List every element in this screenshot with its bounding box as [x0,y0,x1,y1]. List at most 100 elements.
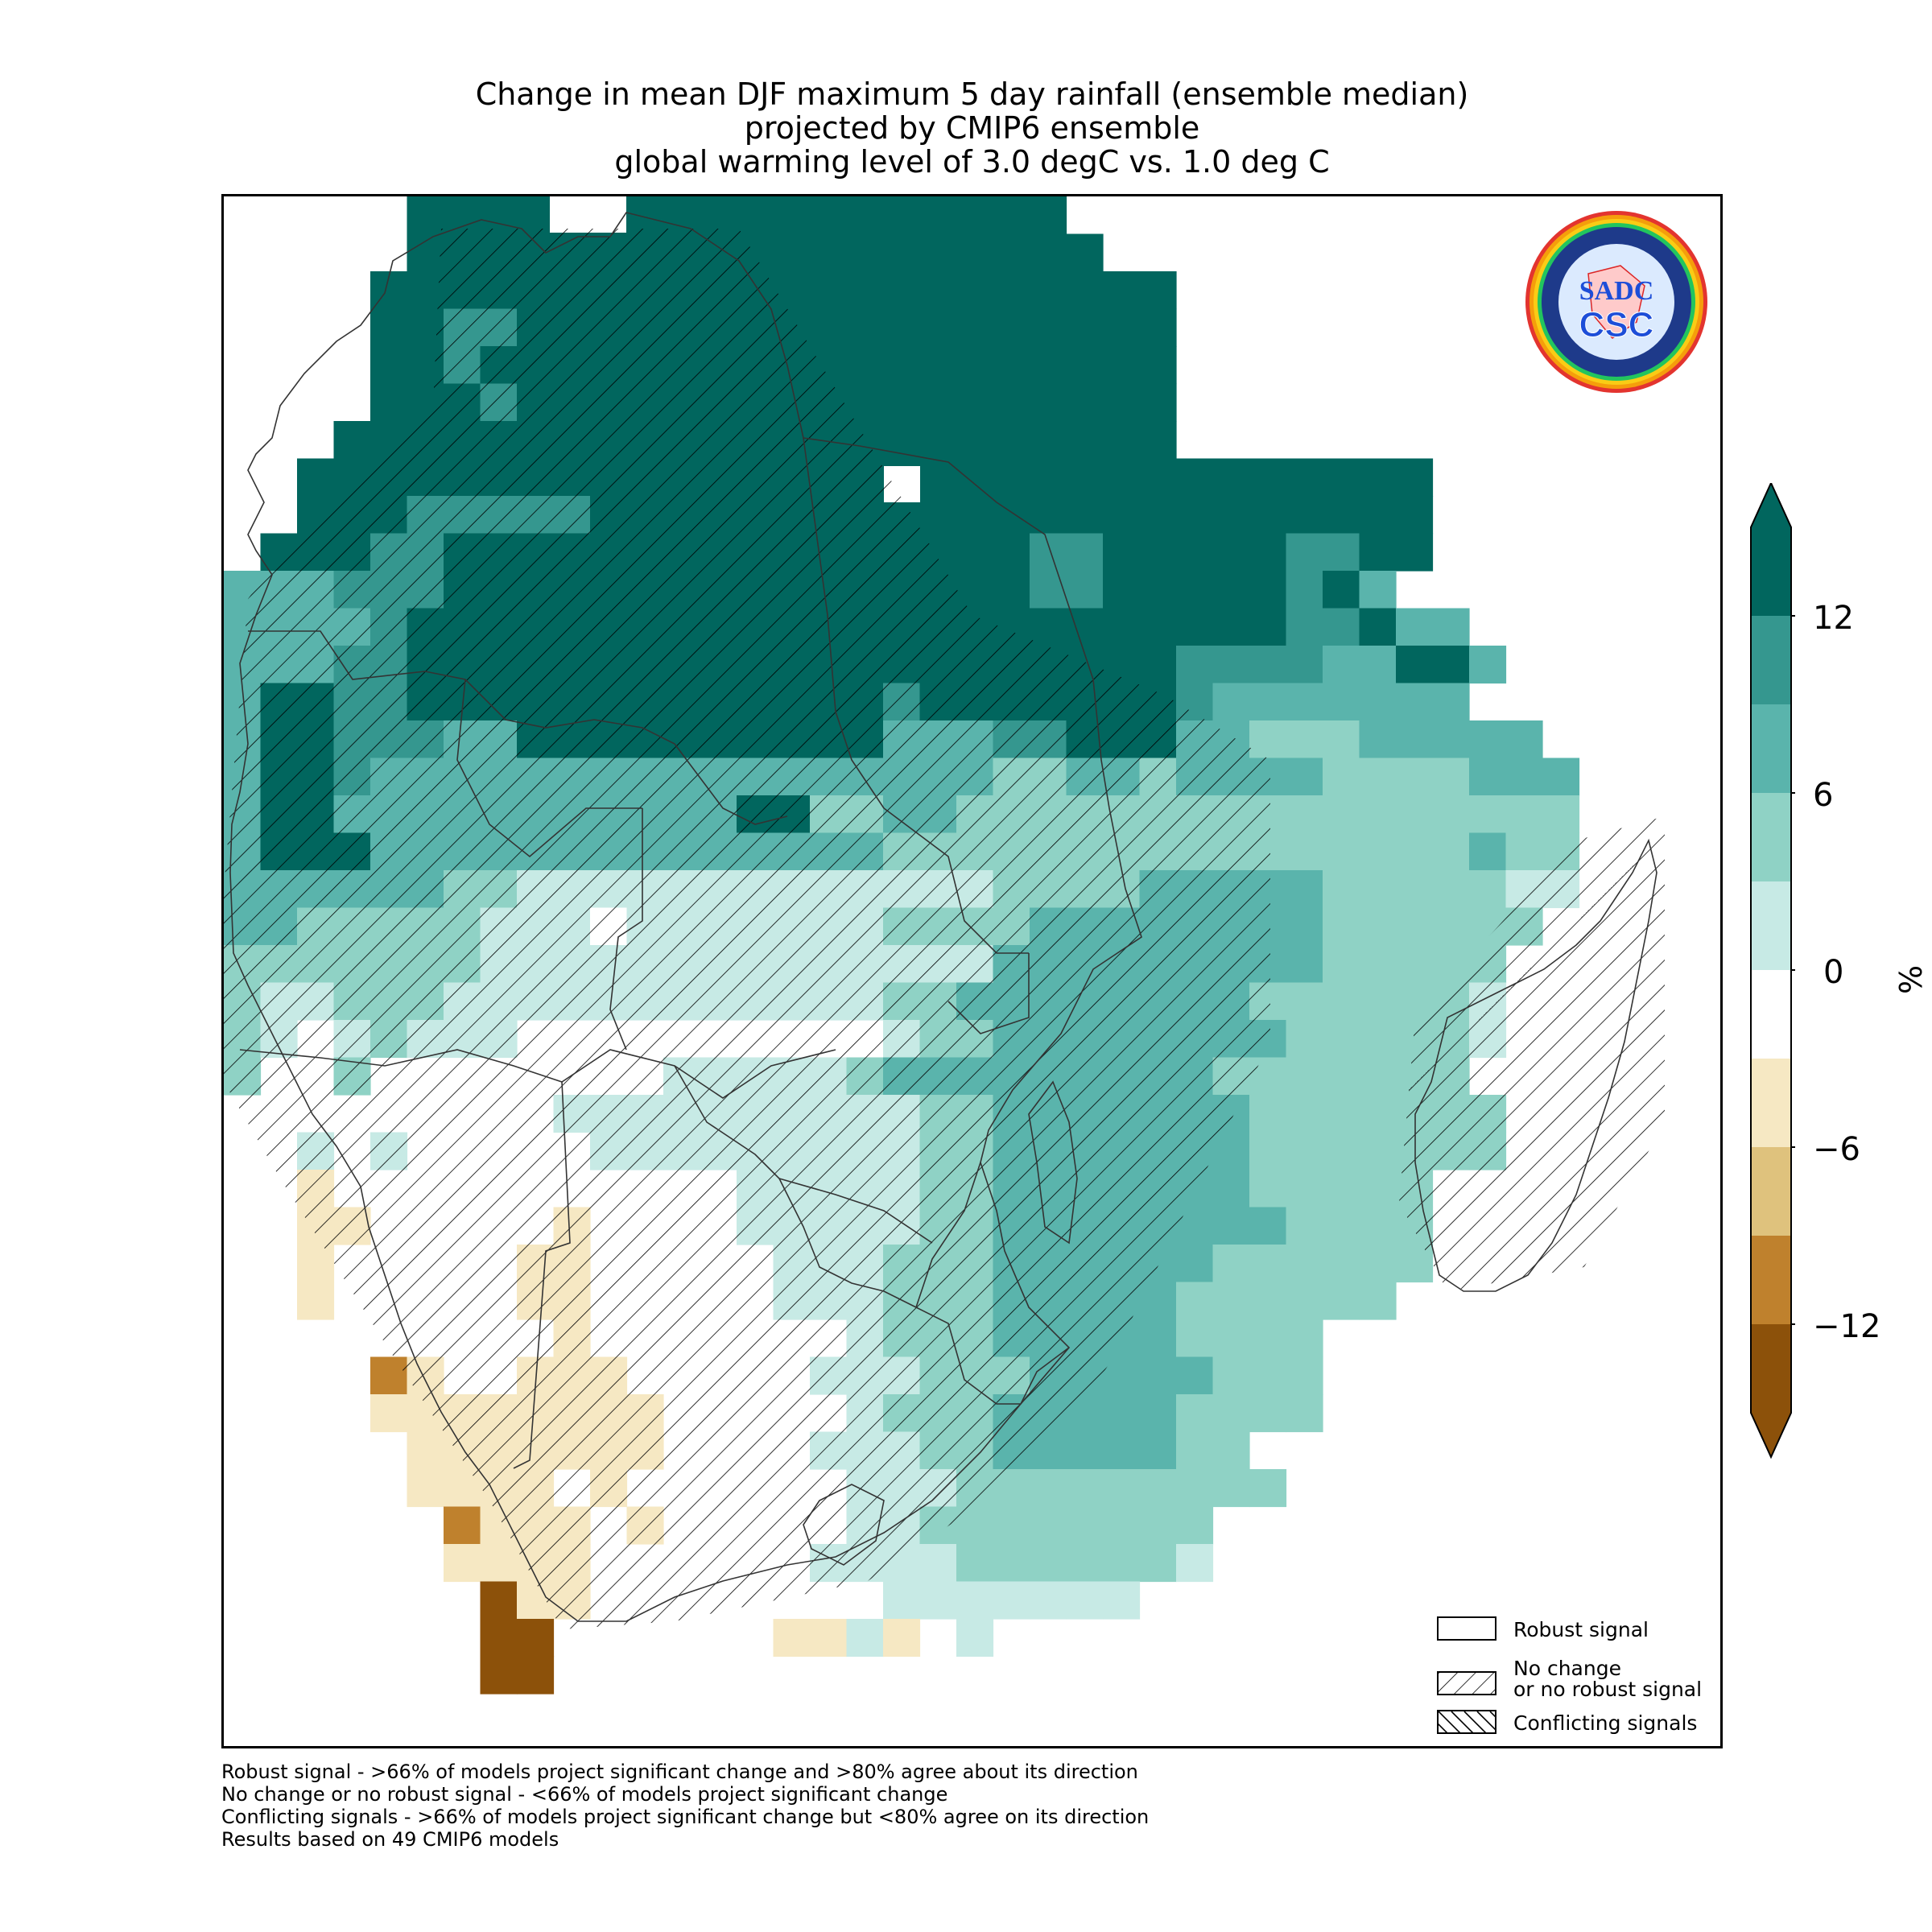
grid-cell [1176,458,1214,497]
grid-cell [1030,458,1067,497]
grid-cell [1323,1245,1360,1283]
footnote-2: No change or no robust signal - <66% of … [221,1783,948,1806]
grid-cell [993,1506,1030,1545]
grid-cell [993,496,1030,535]
colorbar-tick-minus-12: −12 [1813,1308,1881,1345]
grid-cell [1103,421,1141,460]
legend-label-no-change: No change or no robust signal [1513,1658,1702,1700]
grid-cell [1103,1544,1141,1583]
grid-cell [773,233,811,272]
legend-label-robust: Robust signal [1513,1618,1649,1641]
grid-cell [919,496,957,535]
grid-cell [1396,720,1434,759]
grid-cell [1286,907,1323,946]
grid-cell [1030,271,1067,310]
grid-cell [1359,646,1397,684]
grid-cell [1323,683,1360,721]
grid-cell [1212,533,1250,572]
grid-cell [1432,870,1470,909]
grid-cell [1323,832,1360,871]
grid-cell [1176,1544,1214,1583]
grid-cell [846,346,884,385]
grid-cell [883,346,921,385]
grid-cell [517,1619,555,1657]
grid-cell [919,196,957,235]
grid-cell [919,421,957,460]
footnotes: Robust signal - >66% of models project s… [221,1761,1149,1851]
legend-label-no-change-1: No change [1513,1657,1621,1680]
grid-cell [1323,458,1360,497]
colorbar-segment [1751,1236,1791,1324]
grid-cell [1066,571,1104,609]
grid-cell [1249,1132,1287,1170]
grid-cell [1286,1394,1323,1433]
legend-swatch-conflicting [1437,1710,1496,1734]
grid-cell [1066,421,1104,460]
grid-cell [956,496,994,535]
grid-cell [1176,608,1214,646]
grid-cell [919,308,957,347]
grid-cell [956,233,994,272]
grid-cell [1139,608,1177,646]
border-12 [778,1178,933,1244]
grid-cell [1249,496,1287,535]
grid-cell [1103,308,1141,347]
grid-cell [444,196,481,235]
grid-cell-missing [550,196,626,233]
grid-cell [1103,1469,1141,1508]
grid-cell [1359,683,1397,721]
grid-cell [919,1581,957,1620]
grid-cell [1359,608,1397,646]
grid-cell [993,233,1030,272]
grid-cell [480,1656,518,1695]
sadc-csc-logo: SADC CSC [1525,211,1707,393]
grid-cell [1103,571,1141,609]
grid-cell [1359,870,1397,909]
grid-cell [1396,832,1434,871]
grid-cell [1286,758,1323,796]
grid-cell [1359,1020,1397,1059]
grid-cell [1286,720,1323,759]
grid-cell [1030,1506,1067,1545]
border-9 [674,1065,917,1308]
grid-cell [370,308,408,347]
grid-cell [1323,982,1360,1021]
grid-cell [1359,832,1397,871]
grid-cell [993,346,1030,385]
grid-cell [1176,496,1214,535]
grid-cell [1286,1132,1323,1170]
grid-cell [1176,533,1214,572]
grid-cell [1286,982,1323,1021]
footnote-4: Results based on 49 CMIP6 models [221,1828,559,1851]
grid-cell [370,346,408,385]
grid-cell [1030,421,1067,460]
grid-cell [480,196,518,235]
grid-cell [919,1544,957,1583]
grid-cell [1359,1245,1397,1283]
grid-cell [1066,1469,1104,1508]
grid-cell [1469,646,1507,684]
grid-cell [1066,1431,1104,1470]
grid-cell [1359,982,1397,1021]
grid-cell [846,233,884,272]
grid-cell [407,196,444,235]
grid-cell [1286,1170,1323,1208]
colorbar-unit-label: % [1893,964,1930,995]
grid-cell [956,458,994,497]
title-line-1: Change in mean DJF maximum 5 day rainfal… [475,76,1469,112]
grid-cell [1176,1282,1214,1320]
grid-cell [956,1544,994,1583]
colorbar-tick-minus-6: −6 [1813,1131,1860,1168]
grid-cell [956,271,994,310]
grid-cell [1139,1356,1177,1395]
grid-cell [1176,646,1214,684]
grid-cell [1249,1356,1287,1395]
grid-cell [1323,795,1360,834]
grid-cell [1396,646,1434,684]
grid-cell [1432,720,1470,759]
colorbar-segment [1751,1324,1791,1413]
colorbar-outline [1750,483,1792,1459]
grid-cell [297,1282,335,1320]
grid-cell [1103,533,1141,572]
grid-cell [1432,758,1470,796]
